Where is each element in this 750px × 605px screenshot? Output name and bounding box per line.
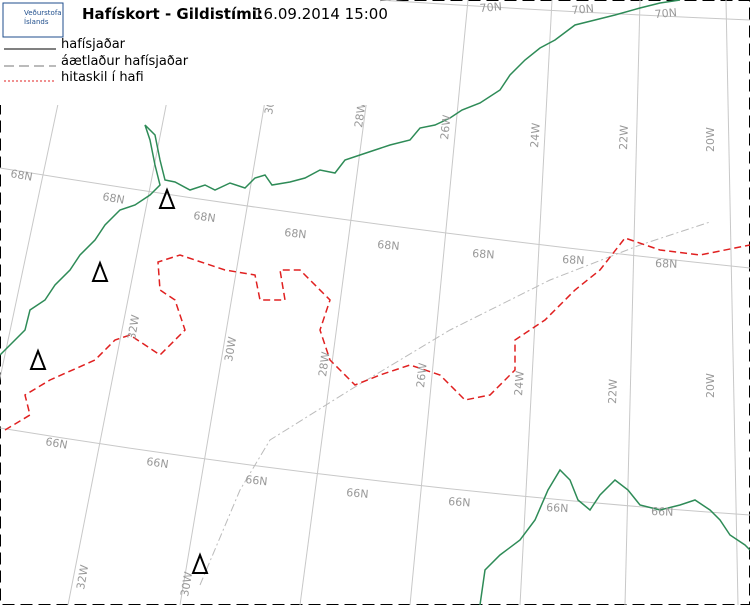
grid-label: 70N <box>654 6 677 21</box>
grid-label: 66N <box>651 505 674 519</box>
grid-label: 26W <box>414 362 430 388</box>
logo-text: Veðurstofa <box>24 9 62 17</box>
title: Hafískort - Gildistími: <box>82 5 263 23</box>
grid-labels: 70N 70N 70N 68N 68N 68N 68N 68N 68N 68N 68N 66N 66N 6… <box>9 0 717 597</box>
grid-label: 68N <box>472 247 495 262</box>
triangle-marker <box>29 348 47 370</box>
grid-label: 68N <box>562 253 585 267</box>
datetime: 16.09.2014 15:00 <box>254 5 388 23</box>
grid-label: 26W <box>438 114 454 140</box>
triangle-marker <box>91 260 109 282</box>
iceland-coast <box>479 468 750 605</box>
grid-label: 22W <box>617 125 631 150</box>
triangle-marker <box>158 187 176 209</box>
legend-label: hafísjaðar <box>61 37 126 52</box>
grid-label: 66N <box>146 455 170 471</box>
grid-label: 20W <box>704 127 717 152</box>
grid-label: 66N <box>346 486 369 501</box>
grid-label: 68N <box>101 190 125 207</box>
grid-label: 28W <box>352 102 368 129</box>
legend-label: hitaskil í hafi <box>61 70 144 85</box>
grid-label: 68N <box>193 209 217 225</box>
grid-label: 68N <box>9 167 33 184</box>
ice-edge-estimate <box>199 221 711 586</box>
grid-label: 32W <box>125 314 142 341</box>
grid-label: 66N <box>448 495 471 510</box>
logo-text: Íslands <box>24 17 49 26</box>
grid-label: 28W <box>316 351 332 378</box>
frontal-line <box>4 237 750 431</box>
triangle-marker <box>191 552 209 574</box>
grid-label: 30W <box>178 571 195 598</box>
grid-label: 20W <box>704 373 717 398</box>
grid-label: 66N <box>44 435 68 452</box>
grid-label: 66N <box>546 501 569 515</box>
grid-label: 70N <box>479 0 502 15</box>
grid-label: 24W <box>512 370 527 396</box>
grid-label: 22W <box>606 379 620 404</box>
markers <box>29 187 209 574</box>
grid-label: 68N <box>284 226 307 241</box>
logo <box>2 2 64 38</box>
grid-label: 32W <box>74 564 91 591</box>
grid-label: 24W <box>528 122 543 148</box>
greenland-coast <box>0 0 681 356</box>
grid-label: 68N <box>655 257 678 271</box>
grid-label: 70N <box>571 2 594 17</box>
grid-label: 66N <box>245 473 268 488</box>
grid-label: 30W <box>222 336 239 363</box>
legend-label: áætlaður hafísjaðar <box>61 54 189 69</box>
grid-label: 68N <box>377 238 400 253</box>
